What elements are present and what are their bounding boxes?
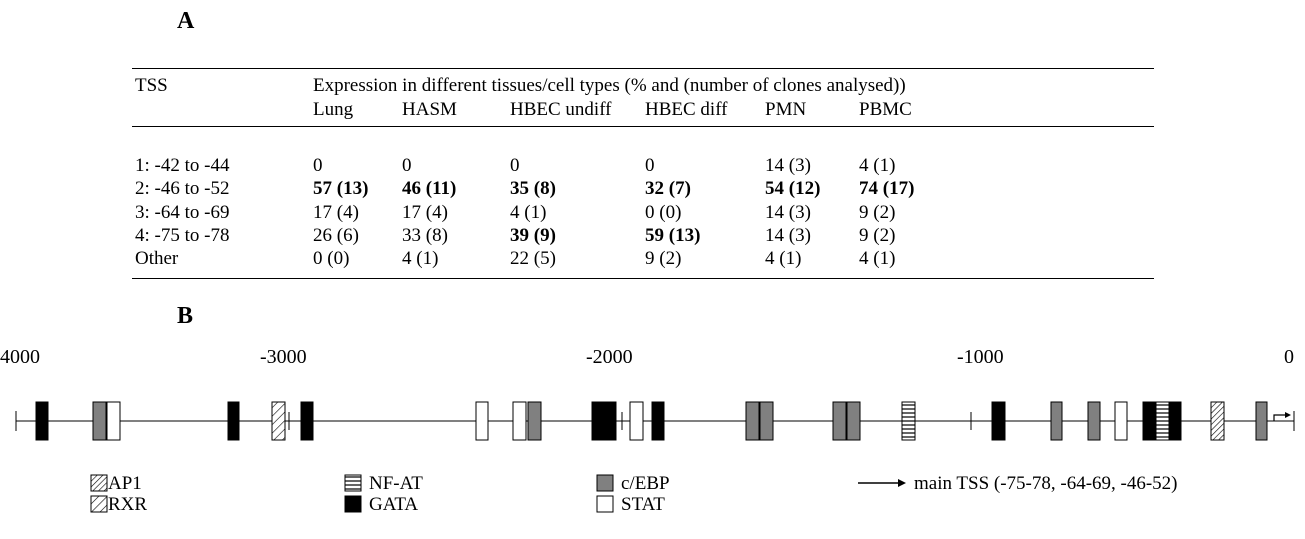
site-gata [227, 401, 240, 441]
legend-swatch-gata [344, 495, 362, 513]
legend-swatch-rxr [90, 495, 108, 513]
column-header: HBEC undiff [510, 99, 612, 120]
axis-label-4000: 4000 [0, 346, 40, 368]
table-cell: 4 (1) [859, 155, 896, 176]
site-gata [991, 401, 1006, 441]
site-gata [1142, 401, 1157, 441]
main-tss-arrowhead-icon [1285, 412, 1291, 418]
site-c-ebp [745, 401, 760, 441]
site-gata [35, 401, 49, 441]
table-cell: 59 (13) [645, 225, 701, 246]
table-cell: 54 (12) [765, 178, 821, 199]
table-cell: 0 (0) [313, 248, 350, 269]
table-cell: 4 (1) [765, 248, 802, 269]
table-cell: 0 [510, 155, 520, 176]
site-stat [106, 401, 121, 441]
table-header-rule [132, 126, 1154, 127]
legend-swatch-ap1 [90, 474, 108, 492]
table-top-rule [132, 68, 1154, 69]
site-c-ebp [832, 401, 847, 441]
legend-main-tss-label: main TSS (-75-78, -64-69, -46-52) [914, 473, 1178, 494]
legend-label: AP1 [108, 473, 142, 494]
table-bottom-rule [132, 278, 1154, 279]
site-gata [300, 401, 314, 441]
table-cell: 4 (1) [510, 202, 547, 223]
site-c-ebp [1050, 401, 1063, 441]
site-ap1 [1210, 401, 1225, 441]
legend-label: NF-AT [369, 473, 423, 494]
column-header: PMN [765, 99, 807, 120]
header-expression-group: Expression in different tissues/cell typ… [313, 75, 906, 96]
site-nf-at [1155, 401, 1170, 441]
table-cell: 4 (1) [402, 248, 439, 269]
legend-label: GATA [369, 494, 418, 515]
site-gata [591, 401, 617, 441]
legend-label: c/EBP [621, 473, 670, 494]
table-cell: 0 [645, 155, 655, 176]
site-c-ebp [846, 401, 861, 441]
column-header: Lung [313, 99, 354, 120]
table-cell: 9 (2) [645, 248, 682, 269]
table-cell: 9 (2) [859, 225, 896, 246]
site-c-ebp [92, 401, 107, 441]
site-stat [629, 401, 644, 441]
table-cell: 14 (3) [765, 225, 811, 246]
row-tss-label: 2: -46 to -52 [135, 178, 230, 199]
site-rxr [271, 401, 286, 441]
panel-label-b: B [177, 303, 194, 329]
legend-label: RXR [108, 494, 147, 515]
table-cell: 14 (3) [765, 155, 811, 176]
table-cell: 35 (8) [510, 178, 556, 199]
table-cell: 39 (9) [510, 225, 556, 246]
table-cell: 9 (2) [859, 202, 896, 223]
legend-arrowhead-icon [898, 479, 906, 487]
header-tss: TSS [135, 75, 168, 96]
site-c-ebp [1255, 401, 1268, 441]
site-gata [1169, 401, 1182, 441]
site-c-ebp [527, 401, 542, 441]
table-cell: 14 (3) [765, 202, 811, 223]
column-header: HASM [402, 99, 457, 120]
site-stat [512, 401, 527, 441]
table-cell: 0 (0) [645, 202, 682, 223]
table-cell: 26 (6) [313, 225, 359, 246]
site-c-ebp [759, 401, 774, 441]
table-cell: 4 (1) [859, 248, 896, 269]
legend-swatch-c-ebp [596, 474, 614, 492]
column-header: HBEC diff [645, 99, 728, 120]
legend-swatch-nf-at [344, 474, 362, 492]
site-stat [1114, 401, 1128, 441]
column-header: PBMC [859, 99, 912, 120]
table-cell: 74 (17) [859, 178, 915, 199]
table-cell: 0 [402, 155, 412, 176]
table-cell: 17 (4) [313, 202, 359, 223]
site-c-ebp [1087, 401, 1101, 441]
legend-swatch-stat [596, 495, 614, 513]
row-tss-label: Other [135, 248, 179, 269]
axis-label-1000: -1000 [957, 346, 1004, 368]
table-cell: 17 (4) [402, 202, 448, 223]
table-cell: 0 [313, 155, 323, 176]
legend-label: STAT [621, 494, 665, 515]
site-nf-at [901, 401, 916, 441]
site-stat [475, 401, 489, 441]
axis-label-2000: -2000 [586, 346, 633, 368]
row-tss-label: 4: -75 to -78 [135, 225, 230, 246]
table-cell: 46 (11) [402, 178, 457, 199]
axis-label-3000: -3000 [260, 346, 307, 368]
site-gata [651, 401, 665, 441]
main-tss-arrow-icon [1273, 414, 1285, 421]
row-tss-label: 1: -42 to -44 [135, 155, 230, 176]
table-cell: 22 (5) [510, 248, 556, 269]
table-cell: 32 (7) [645, 178, 691, 199]
panel-label-a: A [177, 8, 195, 34]
table-cell: 57 (13) [313, 178, 369, 199]
axis-label-0: 0 [1284, 346, 1294, 368]
table-cell: 33 (8) [402, 225, 448, 246]
row-tss-label: 3: -64 to -69 [135, 202, 230, 223]
